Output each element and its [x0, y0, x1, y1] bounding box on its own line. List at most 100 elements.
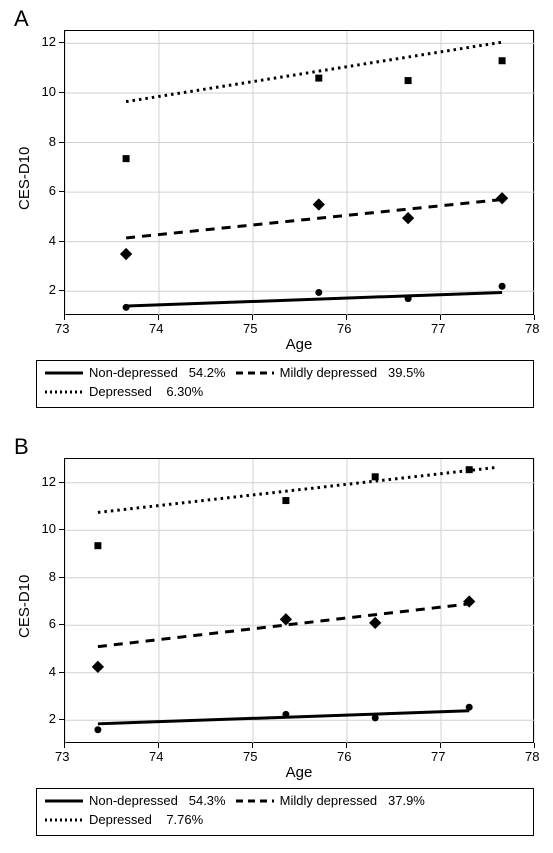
series-line	[98, 467, 498, 512]
panel-a-plot	[64, 30, 534, 315]
chart-svg	[65, 31, 535, 316]
xtick-mark	[252, 743, 253, 748]
legend-line-dotted-icon	[45, 813, 83, 827]
figure: A CES-D10 Age Non-depressed 54.2% Mildly…	[0, 0, 553, 853]
data-point	[372, 473, 379, 480]
data-point	[405, 295, 412, 302]
data-point	[313, 198, 325, 210]
ytick-label: 4	[49, 664, 56, 679]
ytick-mark	[59, 241, 64, 242]
ytick-label: 8	[49, 569, 56, 584]
ytick-label: 8	[49, 134, 56, 149]
data-point	[123, 304, 130, 311]
ytick-label: 2	[49, 282, 56, 297]
legend-item-non-depressed: Non-depressed 54.2%	[45, 365, 226, 380]
ytick-label: 6	[49, 616, 56, 631]
data-point	[405, 77, 412, 84]
legend-line-dashed-icon	[236, 794, 274, 808]
ytick-label: 2	[49, 711, 56, 726]
xtick-label: 74	[149, 321, 163, 336]
legend-item-mildly-depressed: Mildly depressed 39.5%	[236, 365, 425, 380]
legend-line-solid-icon	[45, 794, 83, 808]
panel-a-legend: Non-depressed 54.2% Mildly depressed 39.…	[36, 360, 534, 408]
data-point	[315, 75, 322, 82]
data-point	[466, 704, 473, 711]
chart-svg	[65, 459, 535, 744]
panel-b-legend: Non-depressed 54.3% Mildly depressed 37.…	[36, 788, 534, 836]
xtick-label: 73	[55, 749, 69, 764]
ytick-mark	[59, 529, 64, 530]
data-point	[282, 711, 289, 718]
data-point	[120, 248, 132, 260]
data-point	[466, 466, 473, 473]
ytick-label: 12	[42, 474, 56, 489]
ytick-label: 4	[49, 233, 56, 248]
xtick-mark	[64, 743, 65, 748]
xtick-mark	[534, 743, 535, 748]
legend-pct: 7.76%	[152, 812, 203, 827]
ytick-label: 10	[42, 84, 56, 99]
ytick-mark	[59, 92, 64, 93]
legend-pct: 39.5%	[377, 365, 425, 380]
legend-item-mildly-depressed: Mildly depressed 37.9%	[236, 793, 425, 808]
legend-label: Depressed	[89, 812, 152, 827]
panel-a-xlabel: Age	[64, 336, 534, 353]
legend-item-non-depressed: Non-depressed 54.3%	[45, 793, 226, 808]
data-point	[315, 289, 322, 296]
series-line	[126, 292, 502, 306]
xtick-mark	[440, 315, 441, 320]
legend-pct: 54.2%	[178, 365, 226, 380]
legend-line-dotted-icon	[45, 385, 83, 399]
panel-a-ylabel: CES-D10	[16, 147, 33, 210]
ytick-mark	[59, 672, 64, 673]
xtick-mark	[346, 743, 347, 748]
legend-label: Mildly depressed	[280, 793, 378, 808]
ytick-mark	[59, 719, 64, 720]
data-point	[94, 726, 101, 733]
data-point	[123, 155, 130, 162]
ytick-mark	[59, 191, 64, 192]
data-point	[92, 661, 104, 673]
xtick-label: 77	[431, 749, 445, 764]
xtick-label: 75	[243, 749, 257, 764]
xtick-label: 78	[525, 321, 539, 336]
legend-item-depressed: Depressed 7.76%	[45, 812, 203, 827]
data-point	[282, 497, 289, 504]
legend-pct: 54.3%	[178, 793, 226, 808]
legend-item-depressed: Depressed 6.30%	[45, 384, 203, 399]
panel-b-plot	[64, 458, 534, 743]
data-point	[499, 57, 506, 64]
xtick-label: 76	[337, 749, 351, 764]
ytick-label: 10	[42, 521, 56, 536]
data-point	[94, 542, 101, 549]
legend-pct: 6.30%	[152, 384, 203, 399]
ytick-mark	[59, 482, 64, 483]
xtick-mark	[64, 315, 65, 320]
ytick-mark	[59, 142, 64, 143]
xtick-mark	[346, 315, 347, 320]
ytick-label: 12	[42, 34, 56, 49]
panel-a-label: A	[14, 6, 29, 32]
panel-b-xlabel: Age	[64, 764, 534, 781]
data-point	[499, 283, 506, 290]
legend-label: Depressed	[89, 384, 152, 399]
xtick-mark	[534, 315, 535, 320]
xtick-label: 74	[149, 749, 163, 764]
data-point	[372, 714, 379, 721]
xtick-label: 77	[431, 321, 445, 336]
ytick-mark	[59, 577, 64, 578]
xtick-label: 73	[55, 321, 69, 336]
xtick-mark	[158, 743, 159, 748]
xtick-mark	[440, 743, 441, 748]
xtick-mark	[252, 315, 253, 320]
ytick-label: 6	[49, 183, 56, 198]
legend-label: Mildly depressed	[280, 365, 378, 380]
legend-label: Non-depressed	[89, 793, 178, 808]
xtick-label: 76	[337, 321, 351, 336]
data-point	[402, 212, 414, 224]
xtick-label: 78	[525, 749, 539, 764]
xtick-mark	[158, 315, 159, 320]
xtick-label: 75	[243, 321, 257, 336]
ytick-mark	[59, 290, 64, 291]
legend-pct: 37.9%	[377, 793, 425, 808]
